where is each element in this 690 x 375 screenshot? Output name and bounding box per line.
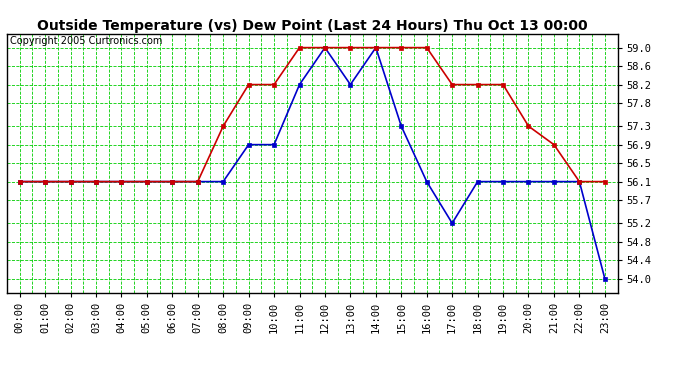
Text: Copyright 2005 Curtronics.com: Copyright 2005 Curtronics.com	[10, 36, 162, 46]
Title: Outside Temperature (vs) Dew Point (Last 24 Hours) Thu Oct 13 00:00: Outside Temperature (vs) Dew Point (Last…	[37, 19, 588, 33]
